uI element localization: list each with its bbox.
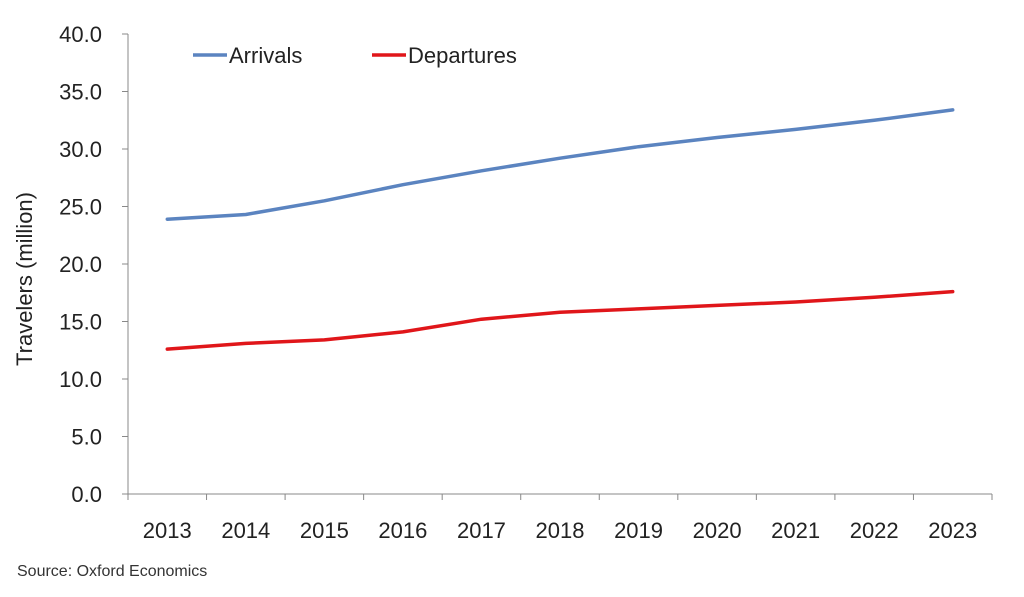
y-tick-label: 40.0 [59, 22, 102, 47]
axes [127, 34, 992, 495]
x-tick-label: 2023 [928, 518, 977, 543]
x-tick-label: 2020 [693, 518, 742, 543]
x-tick-label: 2013 [143, 518, 192, 543]
y-axis-ticks: 0.0 5.0 10.0 15.0 20.0 25.0 30.0 35.0 40.0 [59, 22, 128, 507]
legend: Arrivals Departures [193, 43, 517, 68]
source-note: Source: Oxford Economics [17, 563, 208, 580]
x-tick-label: 2022 [850, 518, 899, 543]
y-tick-label: 20.0 [59, 252, 102, 277]
y-tick-label: 0.0 [71, 482, 102, 507]
y-tick-label: 35.0 [59, 80, 102, 105]
y-tick-label: 10.0 [59, 367, 102, 392]
y-axis-title: Travelers (million) [12, 192, 37, 366]
x-tick-label: 2016 [378, 518, 427, 543]
series-lines [165, 108, 955, 351]
legend-label-arrivals: Arrivals [229, 43, 302, 68]
y-tick-label: 5.0 [71, 425, 102, 450]
x-tick-label: 2021 [771, 518, 820, 543]
x-tick-label: 2018 [536, 518, 585, 543]
y-tick-label: 30.0 [59, 137, 102, 162]
legend-label-departures: Departures [408, 43, 517, 68]
x-tick-label: 2014 [221, 518, 270, 543]
x-axis-ticks: 2013 2014 2015 2016 2017 2018 2019 2020 2021 2022… [127, 494, 993, 543]
x-tick-label: 2019 [614, 518, 663, 543]
x-tick-label: 2017 [457, 518, 506, 543]
y-tick-label: 15.0 [59, 310, 102, 335]
series-line-departures [165, 289, 955, 351]
x-tick-label: 2015 [300, 518, 349, 543]
series-line-arrivals [165, 108, 955, 221]
y-tick-label: 25.0 [59, 195, 102, 220]
